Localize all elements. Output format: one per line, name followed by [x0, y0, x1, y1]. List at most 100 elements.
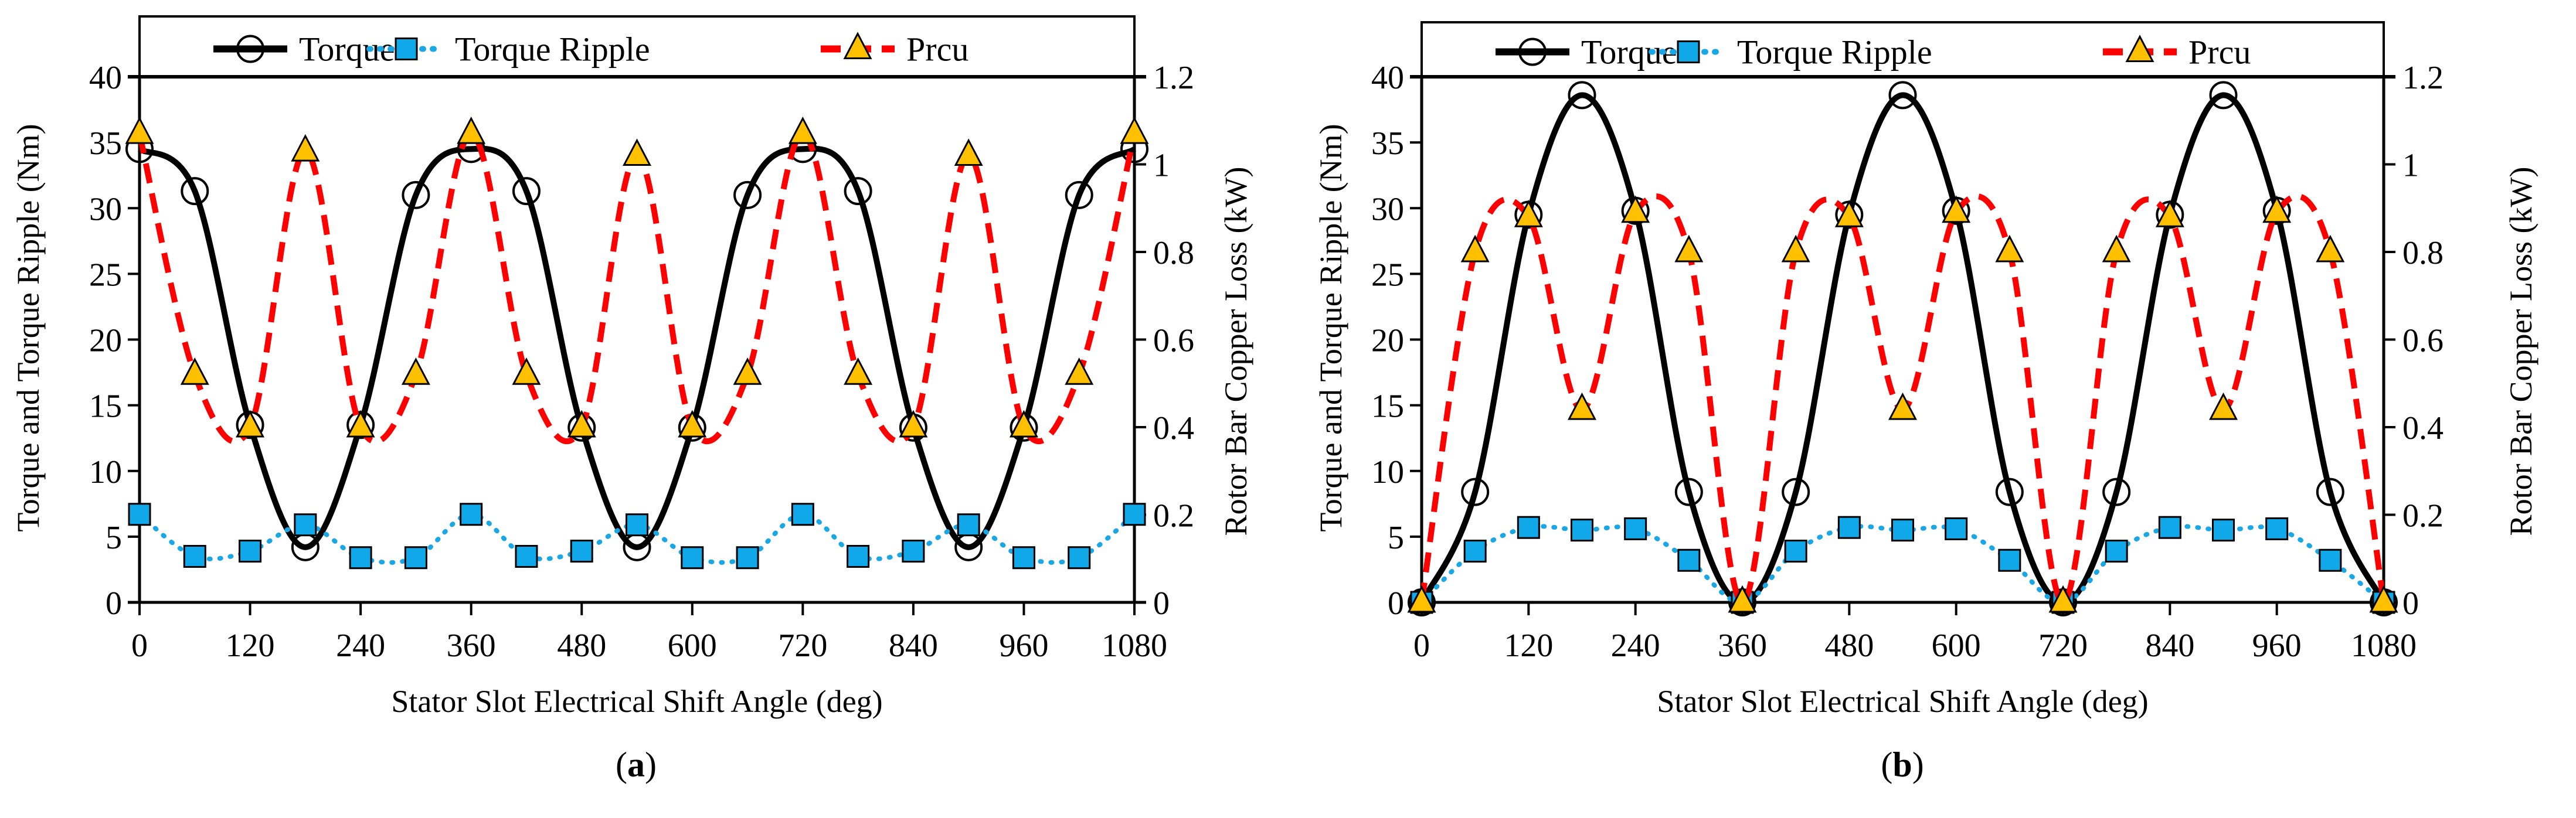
y-tick-label: 40 [89, 60, 122, 96]
y-axis-title: Torque and Torque Ripple (Nm) [11, 124, 46, 531]
y-tick-label: 25 [89, 257, 122, 293]
series-line [1419, 92, 2387, 606]
data-point-square [2319, 548, 2342, 572]
data-point-triangle [236, 410, 265, 438]
data-point-triangle [2369, 585, 2398, 613]
data-point-triangle [2155, 199, 2184, 227]
legend-item-torque-ripple: Torque Ripple [1649, 33, 1932, 71]
y2-tick-label: 0.4 [2402, 410, 2444, 447]
y2-tick-label: 1 [2402, 148, 2419, 184]
data-point-square [1463, 540, 1487, 563]
data-point-circle [2209, 81, 2238, 110]
data-point-square [847, 545, 870, 568]
caption-letter: a [627, 745, 645, 784]
data-point-circle [2316, 478, 2344, 506]
y2-tick-label: 0.2 [1153, 498, 1194, 534]
legend-label: Prcu [2188, 33, 2251, 71]
series-torque [125, 135, 1148, 561]
y2-axis-title: Rotor Bar Copper Loss (kW) [2503, 167, 2538, 536]
y-tick-label: 0 [1388, 585, 1404, 622]
y2-tick-label: 0.4 [1153, 410, 1194, 447]
x-tick-label: 480 [557, 628, 606, 664]
data-point-circle [623, 533, 651, 561]
data-point-triangle [954, 138, 983, 166]
x-tick-label: 840 [2145, 628, 2194, 664]
y-tick-label: 15 [89, 388, 122, 425]
data-point-square [1784, 540, 1807, 563]
data-point-square [1012, 546, 1035, 570]
data-point-triangle [1460, 234, 1490, 263]
data-point-triangle [180, 357, 209, 385]
data-point-square [2105, 540, 2128, 563]
data-point-circle [1995, 478, 2024, 506]
x-tick-label: 600 [668, 628, 717, 664]
series-line [137, 145, 1137, 550]
data-point-triangle [567, 410, 596, 438]
y2-tick-label: 1.2 [2402, 60, 2444, 96]
y-tick-label: 20 [89, 323, 122, 359]
series-torque-ripple [128, 503, 1146, 570]
legend-square-icon [1677, 40, 1700, 63]
data-point-triangle [346, 410, 375, 438]
chart-panel-a: 0 120 240 360 480 600 720 840 960 108005101520253… [11, 15, 1253, 784]
data-point-triangle [2102, 234, 2131, 263]
data-point-square [2212, 519, 2235, 542]
data-point-triangle [291, 134, 320, 162]
data-point-triangle [1568, 392, 1596, 420]
data-point-triangle [623, 138, 651, 166]
x-tick-label: 0 [131, 628, 148, 664]
y-axis-title: Torque and Torque Ripple (Nm) [1313, 124, 1348, 531]
y-tick-label: 15 [1371, 388, 1404, 425]
y-tick-label: 30 [1371, 191, 1404, 227]
y2-axis-title: Rotor Bar Copper Loss (kW) [1218, 167, 1253, 536]
data-point-square [2158, 516, 2181, 539]
caption-open: ( [616, 745, 627, 784]
legend-circle-icon [236, 35, 264, 63]
data-point-square [902, 540, 925, 563]
data-point-triangle [512, 357, 541, 385]
data-point-triangle [401, 357, 430, 385]
x-tick-label: 840 [889, 628, 938, 664]
legend-label: Prcu [906, 30, 968, 69]
caption-close: ) [1912, 745, 1924, 784]
data-point-square [349, 546, 372, 570]
legend-item-prcu: Prcu [821, 30, 968, 69]
y-tick-label: 20 [1371, 323, 1404, 359]
y2-tick-label: 1.2 [1153, 60, 1194, 96]
data-point-square [239, 540, 262, 563]
x-tick-label: 1080 [2351, 628, 2417, 664]
y-tick-label: 25 [1371, 257, 1404, 293]
data-point-square [515, 545, 538, 568]
data-point-square [1517, 516, 1540, 539]
y2-tick-label: 0.2 [2402, 498, 2444, 534]
x-tick-label: 720 [2038, 628, 2088, 664]
data-point-triangle [844, 357, 873, 385]
data-point-triangle [899, 410, 928, 438]
data-point-circle [733, 180, 762, 209]
x-tick-label: 600 [1932, 628, 1981, 664]
data-point-square [1891, 519, 1914, 542]
y2-tick-label: 0 [1153, 585, 1170, 622]
data-point-circle [1065, 180, 1093, 209]
data-point-triangle [1781, 234, 1810, 263]
x-axis-title: Stator Slot Electrical Shift Angle (deg) [1657, 684, 2148, 719]
caption-close: ) [645, 745, 657, 784]
legend-triangle-icon [2125, 35, 2154, 62]
data-point-triangle [1834, 199, 1864, 227]
legend-label: Torque Ripple [455, 30, 650, 69]
chart-panel-b: 0 120 240 360 480 600 720 840 960 108005101520253… [1313, 21, 2538, 784]
data-point-square [736, 546, 759, 570]
data-point-triangle [125, 116, 154, 144]
data-point-square [1837, 516, 1861, 539]
data-point-square [2265, 517, 2289, 540]
data-point-circle [1674, 478, 1703, 506]
legend-item-torque-ripple: Torque Ripple [366, 30, 650, 69]
data-point-square [1068, 546, 1091, 570]
data-point-square [681, 546, 704, 570]
legend-square-icon [395, 38, 418, 60]
data-point-square [1123, 503, 1146, 526]
x-tick-label: 360 [1718, 628, 1767, 664]
series-torque-ripple [1410, 516, 2395, 614]
data-point-circle [2102, 478, 2131, 506]
panel-caption: (b) [1881, 745, 1923, 784]
